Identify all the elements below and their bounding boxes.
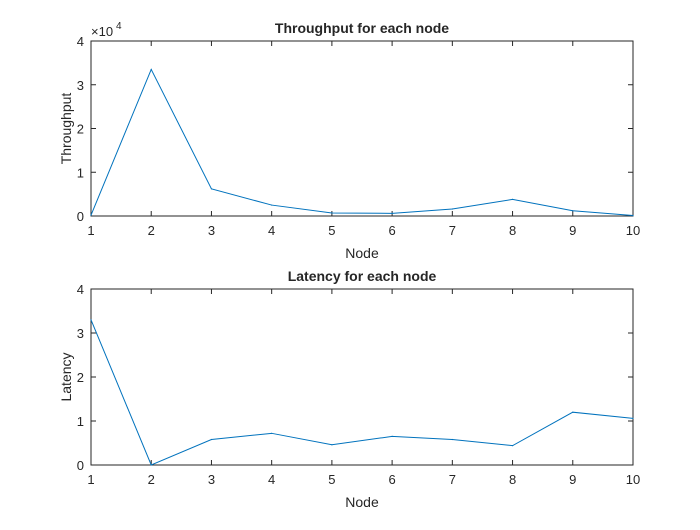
latency-data-point-1 [150,464,152,466]
throughput-title: Throughput for each node [275,20,449,36]
throughput-y-exponent-power: 4 [116,21,122,32]
throughput-y-tick-label: 3 [77,78,84,93]
latency-x-tick-label: 10 [626,472,640,487]
throughput-data-point-8 [572,210,574,212]
throughput-axes-box [90,40,634,217]
throughput-x-tick-label: 2 [148,223,155,238]
throughput-x-tick-label: 10 [626,223,640,238]
throughput-x-tick-label: 5 [328,223,335,238]
latency-series-line-0 [90,319,634,466]
throughput-x-tick-label: 6 [388,223,395,238]
latency-x-tick-label: 9 [569,472,576,487]
latency-x-tick-label: 3 [208,472,215,487]
latency-x-axis-label: Node [345,494,379,510]
throughput-ticks [90,40,634,217]
throughput-y-tick-label: 1 [77,165,84,180]
latency-y-tick-label: 4 [77,282,84,297]
throughput-data-point-3 [271,204,273,206]
latency-x-tick-label: 6 [388,472,395,487]
latency-y-axis-label: Latency [58,352,74,401]
latency-data-point-4 [331,444,333,446]
latency-x-tick-label: 5 [328,472,335,487]
throughput-data-point-4 [331,212,333,214]
throughput-y-tick-label: 4 [77,34,84,49]
throughput-series [90,68,634,217]
throughput-x-tick-label: 4 [268,223,275,238]
latency-series [90,319,634,466]
latency-data-point-3 [271,432,273,434]
latency-title: Latency for each node [288,268,437,284]
throughput-y-tick-label: 0 [77,209,84,224]
throughput-data-point-2 [210,188,213,190]
throughput-x-tick-label: 9 [569,223,576,238]
throughput-x-tick-label: 1 [87,223,94,238]
latency-y-tick-label: 0 [77,458,84,473]
latency-data-point-0 [90,319,92,321]
latency-y-tick-label: 2 [77,370,84,385]
latency-x-tick-label: 8 [509,472,516,487]
throughput-x-tick-label: 8 [509,223,516,238]
latency-data-point-9 [632,417,634,419]
latency-y-tick-label: 1 [77,414,84,429]
throughput-data-point-9 [632,214,634,217]
latency-x-tick-label: 4 [268,472,275,487]
latency-data-point-7 [511,445,514,447]
throughput-data-point-5 [391,212,393,214]
throughput-y-axis-label: Throughput [58,93,74,165]
throughput-y-tick-label: 2 [77,122,84,137]
throughput-x-tick-label: 7 [449,223,456,238]
latency-x-tick-label: 7 [449,472,456,487]
throughput-data-point-1 [150,68,152,71]
latency-data-point-2 [210,438,213,441]
throughput-data-point-7 [511,198,514,200]
latency-x-tick-label: 2 [148,472,155,487]
latency-axes-box [90,288,634,466]
throughput-data-point-0 [90,214,92,216]
latency-data-point-5 [391,435,393,437]
throughput-series-line-0 [90,68,634,217]
latency-x-tick-label: 1 [87,472,94,487]
latency-data-point-8 [572,411,574,413]
latency-data-point-6 [451,438,453,441]
latency-y-tick-label: 3 [77,326,84,341]
throughput-data-point-6 [451,208,453,210]
throughput-x-tick-label: 3 [208,223,215,238]
throughput-y-exponent-base: ×10 [91,24,113,39]
throughput-x-axis-label: Node [345,245,379,261]
